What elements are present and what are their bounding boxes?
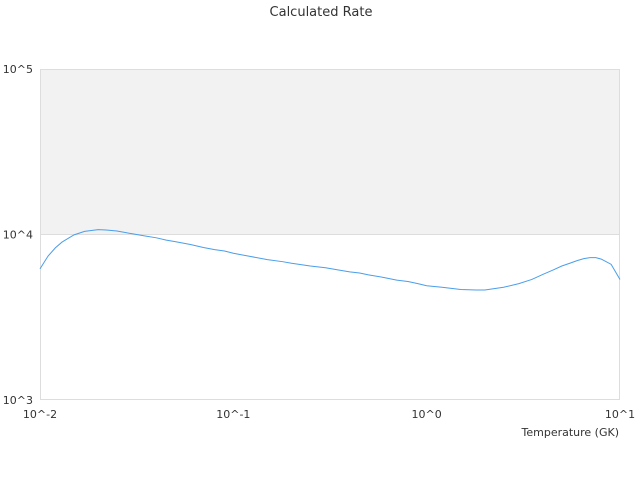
x-axis-title: Temperature (GK) bbox=[521, 426, 620, 439]
y-tick-label: 10^4 bbox=[3, 229, 33, 242]
x-tick-label: 10^-1 bbox=[216, 408, 250, 421]
x-tick-label: 10^1 bbox=[605, 408, 635, 421]
chart-title: Calculated Rate bbox=[270, 5, 373, 20]
x-tick-label: 10^0 bbox=[412, 408, 442, 421]
plot-border bbox=[40, 69, 620, 400]
y-tick-label: 10^5 bbox=[3, 63, 33, 76]
plot-area bbox=[39, 69, 621, 400]
series-line-0 bbox=[39, 229, 621, 291]
shaded-band bbox=[40, 69, 620, 235]
axes: 10^-2 10^-1 10^0 10^1 10^3 10^4 10^5 bbox=[3, 63, 635, 421]
y-tick-label: 10^3 bbox=[3, 394, 33, 407]
x-tick-label: 10^-2 bbox=[23, 408, 57, 421]
